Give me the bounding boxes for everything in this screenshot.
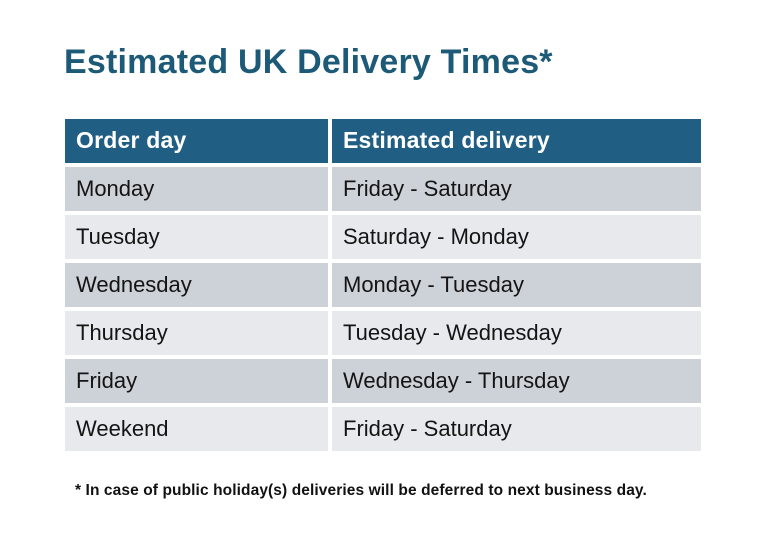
order-day-cell: Monday <box>65 166 328 211</box>
column-header-estimated-delivery: Estimated delivery <box>332 118 701 163</box>
page-title: Estimated UK Delivery Times* <box>64 43 553 81</box>
table-header-row: Order day Estimated delivery <box>65 118 701 163</box>
table-row: Friday Wednesday - Thursday <box>65 358 701 403</box>
delivery-estimate-cell: Friday - Saturday <box>332 166 701 211</box>
order-day-cell: Weekend <box>65 406 328 451</box>
delivery-estimate-cell: Monday - Tuesday <box>332 262 701 307</box>
delivery-estimate-cell: Friday - Saturday <box>332 406 701 451</box>
order-day-cell: Thursday <box>65 310 328 355</box>
column-header-order-day: Order day <box>65 118 328 163</box>
table-row: Monday Friday - Saturday <box>65 166 701 211</box>
delivery-times-table: Order day Estimated delivery Monday Frid… <box>61 115 705 455</box>
order-day-cell: Wednesday <box>65 262 328 307</box>
order-day-cell: Friday <box>65 358 328 403</box>
delivery-estimate-cell: Wednesday - Thursday <box>332 358 701 403</box>
table-row: Weekend Friday - Saturday <box>65 406 701 451</box>
table-row: Wednesday Monday - Tuesday <box>65 262 701 307</box>
table-row: Tuesday Saturday - Monday <box>65 214 701 259</box>
footnote: * In case of public holiday(s) deliverie… <box>75 481 647 499</box>
delivery-estimate-cell: Saturday - Monday <box>332 214 701 259</box>
delivery-estimate-cell: Tuesday - Wednesday <box>332 310 701 355</box>
order-day-cell: Tuesday <box>65 214 328 259</box>
table-row: Thursday Tuesday - Wednesday <box>65 310 701 355</box>
